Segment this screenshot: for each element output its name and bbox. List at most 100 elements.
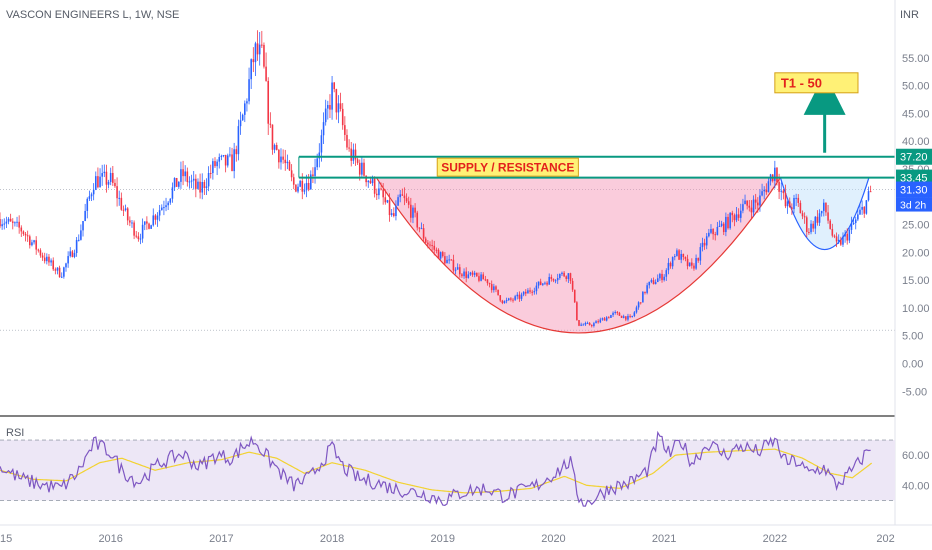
candle-body	[446, 259, 448, 264]
candle-body	[420, 228, 423, 230]
candle-body	[478, 276, 480, 281]
candle-body	[444, 256, 446, 264]
candle-body	[848, 229, 851, 241]
rsi-pane[interactable]: RSI 60.00 40.00	[0, 427, 930, 507]
candle-body	[175, 177, 178, 187]
candle-body	[358, 162, 361, 175]
candle-body	[80, 230, 82, 240]
candle-body	[154, 215, 157, 220]
candle-body	[752, 199, 755, 213]
candle-body	[612, 312, 614, 316]
candle-body	[748, 205, 751, 208]
candle-body	[143, 221, 146, 225]
candle-body	[831, 228, 834, 236]
candle-body	[514, 296, 516, 300]
candle-body	[776, 167, 778, 182]
candle-body	[720, 223, 723, 226]
candle-body	[261, 44, 263, 46]
candle-body	[595, 321, 597, 324]
candle-body	[363, 162, 365, 176]
candle-body	[103, 171, 106, 174]
supply-label-box	[436, 157, 579, 177]
candle-body	[691, 262, 693, 266]
candle-body	[216, 161, 218, 167]
candle-body	[503, 301, 506, 304]
candle-body	[631, 315, 634, 317]
candle-body	[214, 161, 216, 167]
candle-body	[731, 212, 734, 216]
candle-body	[801, 213, 804, 217]
candle-body	[190, 180, 193, 182]
candle-body	[403, 195, 406, 199]
candle-body	[799, 202, 802, 214]
candle-body	[456, 267, 459, 270]
time-tick-label: 2016	[98, 533, 122, 545]
candle-body	[101, 173, 103, 177]
candle-body	[742, 204, 744, 211]
candle-body	[258, 44, 261, 55]
candle-body	[829, 220, 831, 229]
rsi-label: RSI	[6, 427, 24, 439]
candle-body	[1, 224, 3, 227]
candle-body	[676, 250, 678, 257]
candle-body	[290, 170, 293, 178]
candle-body	[163, 207, 165, 209]
candle-body	[539, 281, 542, 285]
candle-body	[299, 180, 301, 187]
candle-body	[746, 200, 748, 206]
candle-body	[535, 285, 538, 292]
candle-body	[782, 190, 785, 194]
candle-body	[322, 122, 325, 136]
candle-body	[761, 191, 763, 196]
price-axis[interactable]: 55.0050.0045.0040.0035.0030.0025.0020.00…	[902, 53, 930, 399]
candle-body	[280, 156, 282, 163]
candle-body	[548, 276, 551, 285]
candle-body	[33, 240, 35, 243]
candle-body	[854, 219, 857, 223]
time-axis[interactable]: 2015 2016 2017 2018 2019 2020 2021 2022 202	[0, 524, 932, 545]
candle-body	[165, 205, 167, 208]
candle-body	[765, 189, 768, 193]
price-badge-text: 37.20	[900, 152, 928, 164]
rsi-axis[interactable]: 60.00 40.00	[902, 450, 930, 492]
candle-body	[620, 315, 623, 318]
candle-body	[365, 175, 367, 183]
candle-body	[818, 213, 821, 223]
candle-body	[693, 265, 695, 269]
candle-body	[156, 215, 159, 220]
candle-body	[327, 105, 329, 109]
candle-body	[780, 190, 783, 192]
candle-body	[795, 197, 797, 199]
countdown-badge	[896, 197, 932, 212]
candle-body	[65, 263, 67, 268]
candle-body	[82, 221, 84, 231]
candle-body	[499, 295, 502, 301]
candle-body	[712, 229, 714, 235]
candle-body	[656, 278, 659, 283]
candle-body	[865, 200, 868, 214]
candle-body	[569, 273, 572, 281]
candle-body	[599, 319, 602, 323]
candle-body	[239, 120, 242, 127]
candle-body	[552, 278, 555, 281]
candle-body	[863, 206, 866, 214]
candle-body	[158, 210, 161, 216]
candle-body	[160, 207, 163, 211]
candle-body	[46, 256, 48, 262]
candle-body	[654, 282, 657, 285]
countdown-badge-text: 3d 2h	[900, 200, 926, 212]
price-pane[interactable]: VASCON ENGINEERS L, 1W, NSE INR SUPPLY /…	[0, 9, 932, 398]
candle-body	[337, 103, 340, 113]
candle-body	[133, 222, 135, 236]
candle-body	[369, 180, 372, 184]
candle-body	[810, 223, 812, 233]
candle-body	[593, 323, 595, 326]
candle-body	[650, 280, 653, 282]
candle-body	[418, 227, 421, 229]
candle-body	[246, 101, 248, 104]
candle-body	[708, 232, 710, 237]
candle-body	[52, 260, 55, 270]
candle-body	[56, 267, 59, 271]
candle-body	[646, 285, 648, 293]
